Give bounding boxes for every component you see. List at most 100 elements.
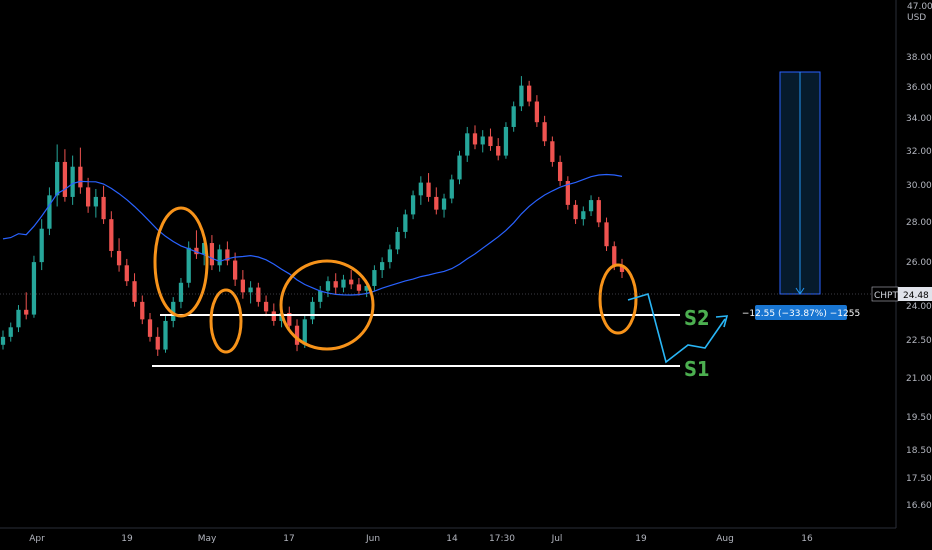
x-tick-label: 19: [635, 534, 647, 544]
x-tick-label: Jul: [551, 534, 563, 544]
candlestick-series: [0, 76, 625, 356]
candle: [85, 177, 91, 213]
candle-body: [85, 187, 91, 207]
candle-body: [418, 182, 423, 196]
candle: [527, 80, 532, 107]
candle-body: [395, 231, 400, 250]
candle: [465, 126, 470, 162]
candle: [488, 128, 493, 151]
candle-body: [356, 284, 362, 291]
candle-body: [217, 249, 222, 266]
candle: [116, 238, 122, 272]
orange-circle-marker: [279, 259, 375, 351]
candle: [287, 306, 292, 331]
candle-body: [472, 133, 478, 145]
candle: [418, 176, 423, 205]
y-tick-label: 28.00: [906, 218, 932, 228]
candle-body: [225, 249, 230, 261]
candle-body: [240, 279, 245, 293]
candle: [372, 265, 377, 291]
candle-body: [155, 336, 160, 350]
candle-body: [318, 290, 323, 302]
x-tick-label: 16: [801, 534, 813, 544]
candle: [263, 295, 269, 317]
price-axis[interactable]: 38.00 36.00 34.00 32.00 30.00 28.00 26.00 24.00…: [895, 0, 932, 550]
candle: [565, 176, 570, 210]
candle-body: [333, 281, 338, 288]
candle: [333, 273, 338, 294]
measure-arrowhead: [795, 287, 805, 295]
candle: [387, 244, 393, 269]
candle: [132, 273, 137, 307]
candle: [194, 230, 199, 259]
candle: [349, 270, 354, 290]
candle: [101, 185, 106, 224]
candle-body: [109, 219, 114, 251]
candle: [449, 174, 454, 204]
candle: [248, 281, 253, 304]
candle-body: [0, 336, 6, 345]
y-tick-label: 34.00: [906, 114, 932, 124]
time-axis[interactable]: Apr 19 May 17 Jun 14 17:30 Jul 19 Aug 16: [0, 527, 932, 550]
x-tick-label: Aug: [716, 534, 734, 544]
candle: [62, 149, 68, 202]
candle: [47, 187, 52, 236]
candle-body: [132, 281, 137, 302]
candle-body: [380, 262, 385, 271]
candle: [441, 193, 447, 218]
candle-body: [55, 161, 60, 196]
y-tick-label: 19.50: [906, 413, 932, 423]
measure-badge: [755, 305, 847, 320]
x-tick-label: May: [198, 534, 217, 544]
candle-body: [503, 126, 509, 156]
candle: [155, 327, 160, 356]
orange-circle-marker: [153, 206, 209, 318]
candle-body: [116, 250, 122, 266]
candle: [503, 122, 509, 159]
candle: [240, 270, 245, 299]
candle: [256, 282, 261, 307]
candle-body: [596, 200, 601, 223]
candle: [147, 312, 153, 342]
y-tick-label: 17.50: [906, 474, 932, 484]
candle-body: [480, 136, 485, 145]
moving-average-line: [2, 173, 623, 296]
x-tick-label: 19: [121, 534, 133, 544]
candle-body: [619, 265, 625, 272]
candle-body: [8, 327, 13, 337]
candle-body: [271, 311, 276, 321]
candle: [573, 200, 578, 224]
candle-body: [372, 270, 377, 286]
candle-body: [488, 136, 493, 147]
candle: [480, 130, 485, 153]
candle-body: [24, 309, 29, 315]
candle-body: [550, 141, 555, 162]
candle-body: [349, 279, 354, 285]
candle: [294, 319, 300, 352]
candle-body: [140, 301, 145, 320]
candle-body: [124, 265, 129, 282]
candle: [434, 187, 439, 215]
y-tick-label: 30.00: [906, 181, 932, 191]
candle-body: [527, 85, 532, 102]
candle: [604, 217, 609, 251]
candle: [496, 138, 501, 161]
x-tick-label: 17: [283, 534, 294, 544]
candle: [511, 101, 516, 132]
candle: [395, 227, 400, 255]
candle: [519, 76, 524, 112]
candle-body: [62, 161, 68, 197]
last-price-text: 24.48: [903, 291, 929, 301]
candle-body: [70, 166, 75, 197]
candle-body: [302, 319, 307, 345]
y-tick-label: 32.00: [906, 147, 932, 157]
candle: [0, 330, 6, 350]
candle-body: [47, 195, 52, 229]
candle: [341, 274, 346, 293]
candle-body: [519, 85, 524, 107]
candle: [581, 206, 586, 226]
candle: [124, 258, 129, 286]
candle: [318, 285, 323, 309]
candle-body: [588, 200, 594, 212]
